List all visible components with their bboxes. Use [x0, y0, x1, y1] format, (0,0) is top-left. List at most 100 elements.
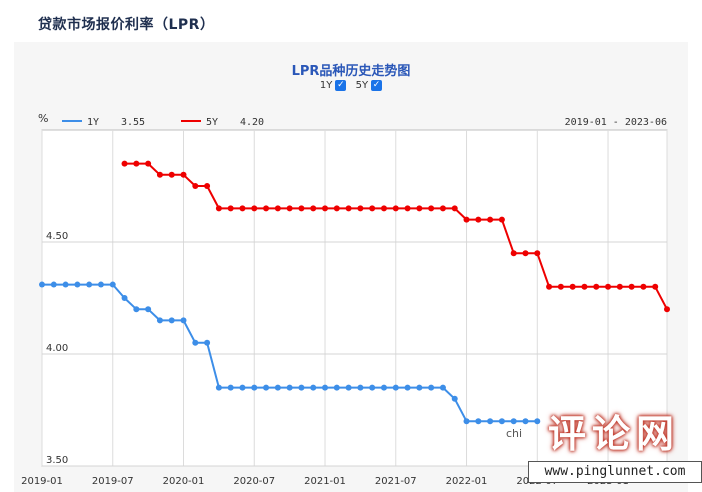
- data-point-1y: [97, 281, 104, 288]
- data-point-1y: [251, 384, 258, 391]
- data-point-5y: [640, 283, 647, 290]
- data-point-1y: [62, 281, 69, 288]
- data-point-1y: [439, 384, 446, 391]
- x-tick-label: 2021-01: [304, 476, 346, 487]
- page-title: 贷款市场报价利率（LPR）: [38, 17, 215, 33]
- watermark-text: 评论网: [547, 412, 680, 456]
- series-toggles: 1Y ✓ 5Y ✓: [0, 80, 702, 91]
- data-point-1y: [263, 384, 270, 391]
- data-point-5y: [605, 283, 612, 290]
- data-point-1y: [357, 384, 364, 391]
- data-point-5y: [557, 283, 564, 290]
- data-point-1y: [192, 339, 199, 346]
- data-point-5y: [156, 171, 163, 178]
- data-point-5y: [192, 183, 199, 189]
- date-range: 2019-01 - 2023-06: [565, 117, 667, 128]
- x-tick-label: 2019-07: [92, 476, 134, 487]
- data-point-5y: [298, 205, 305, 212]
- y-tick-label: 4.00: [46, 343, 68, 354]
- data-point-1y: [156, 317, 163, 324]
- legend-value-1y: 3.55: [121, 117, 145, 128]
- data-point-5y: [451, 205, 458, 212]
- data-point-5y: [664, 306, 670, 313]
- legend-value-5y: 4.20: [240, 117, 264, 128]
- toggle-1y[interactable]: 1Y ✓: [319, 80, 347, 91]
- data-point-5y: [522, 250, 529, 257]
- y-axis-label: %: [38, 112, 48, 125]
- toggle-5y[interactable]: 5Y ✓: [355, 80, 383, 91]
- data-point-1y: [204, 339, 211, 346]
- data-point-1y: [145, 306, 152, 313]
- data-point-1y: [487, 418, 494, 425]
- data-point-1y: [369, 384, 376, 391]
- data-point-1y: [310, 384, 317, 391]
- chart-title: LPR品种历史走势图: [291, 64, 411, 79]
- toggle-1y-label: 1Y: [319, 80, 333, 91]
- data-point-5y: [380, 205, 387, 212]
- data-point-5y: [145, 160, 152, 167]
- data-point-1y: [215, 384, 222, 391]
- data-point-1y: [522, 418, 529, 425]
- data-point-1y: [451, 395, 458, 402]
- data-point-5y: [569, 283, 576, 290]
- checkbox-5y[interactable]: ✓: [371, 80, 383, 91]
- data-point-1y: [109, 281, 116, 288]
- data-point-1y: [180, 317, 187, 324]
- y-tick-label: 3.50: [46, 455, 68, 466]
- data-point-5y: [498, 216, 505, 223]
- data-point-5y: [369, 205, 376, 212]
- x-tick-label: 2021-07: [375, 476, 417, 487]
- x-tick-label: 2020-07: [233, 476, 275, 487]
- data-point-1y: [239, 384, 246, 391]
- data-point-1y: [463, 418, 470, 425]
- data-point-1y: [274, 384, 281, 391]
- data-point-1y: [168, 317, 175, 324]
- data-point-5y: [463, 216, 470, 223]
- x-tick-label: 2022-01: [446, 476, 488, 487]
- data-point-1y: [286, 384, 293, 391]
- data-point-5y: [439, 205, 446, 212]
- data-point-5y: [652, 283, 659, 290]
- watermark-logo: 评论网 www.pinglunnet.com: [526, 408, 702, 492]
- data-point-5y: [180, 171, 187, 178]
- data-point-5y: [546, 283, 553, 290]
- data-point-5y: [204, 183, 211, 189]
- data-point-1y: [86, 281, 93, 288]
- data-point-5y: [392, 205, 399, 212]
- data-point-5y: [251, 205, 258, 212]
- data-point-1y: [510, 418, 517, 425]
- data-point-5y: [628, 283, 635, 290]
- data-point-5y: [345, 205, 352, 212]
- data-point-5y: [333, 205, 340, 212]
- data-point-5y: [581, 283, 588, 290]
- data-point-5y: [487, 216, 494, 223]
- data-point-5y: [428, 205, 435, 212]
- checkbox-1y[interactable]: ✓: [335, 80, 347, 91]
- data-point-5y: [263, 205, 270, 212]
- data-point-5y: [215, 205, 222, 212]
- data-point-1y: [227, 384, 234, 391]
- toggle-5y-label: 5Y: [355, 80, 369, 91]
- data-point-1y: [475, 418, 482, 425]
- data-point-5y: [404, 205, 411, 212]
- data-point-5y: [593, 283, 600, 290]
- data-point-5y: [322, 205, 329, 212]
- x-tick-label: 2019-01: [21, 476, 63, 487]
- data-point-5y: [133, 160, 140, 167]
- data-point-1y: [404, 384, 411, 391]
- data-point-1y: [298, 384, 305, 391]
- data-point-5y: [534, 250, 541, 257]
- data-point-5y: [286, 205, 293, 212]
- data-point-5y: [168, 171, 175, 178]
- data-point-5y: [274, 205, 281, 212]
- data-point-1y: [428, 384, 435, 391]
- data-point-1y: [333, 384, 340, 391]
- y-tick-label: 4.50: [46, 231, 68, 242]
- data-point-1y: [498, 418, 505, 425]
- data-point-5y: [227, 205, 234, 212]
- data-point-1y: [345, 384, 352, 391]
- legend-name-5y: 5Y: [206, 117, 218, 128]
- data-point-1y: [50, 281, 57, 288]
- overlay-text: chi: [506, 427, 522, 440]
- data-point-1y: [534, 418, 541, 425]
